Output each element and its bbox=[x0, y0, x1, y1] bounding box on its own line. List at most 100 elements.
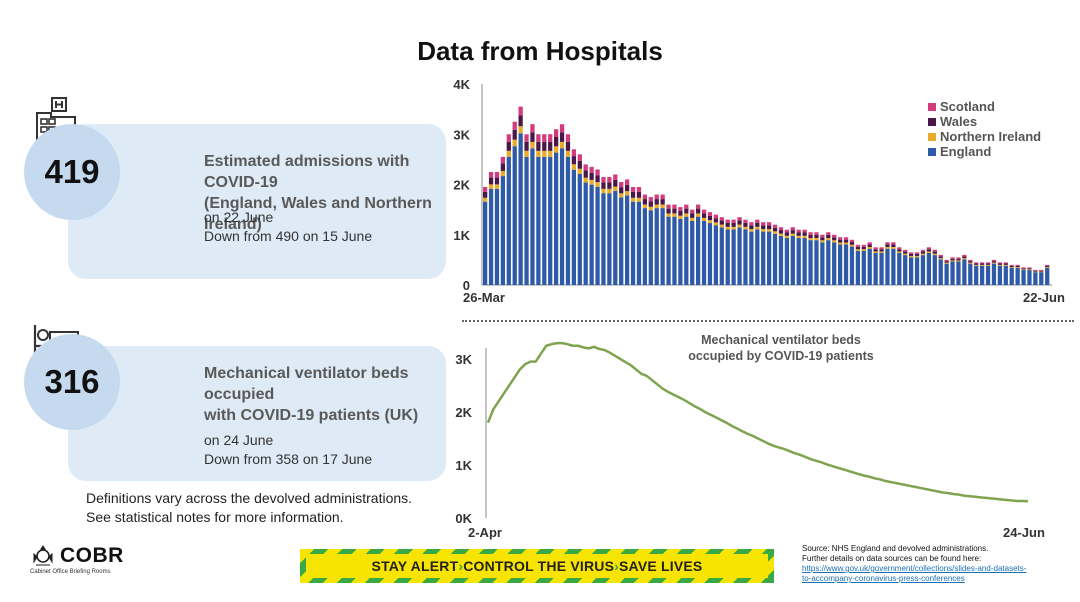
bar-ni-segment bbox=[554, 146, 559, 153]
bar-england-segment bbox=[885, 248, 890, 285]
bar-wales-segment bbox=[512, 129, 517, 140]
bar-wales-segment bbox=[642, 199, 648, 205]
legend-scotland: Scotland bbox=[940, 99, 995, 114]
bar-england-segment bbox=[530, 148, 535, 285]
bar-ni-segment bbox=[601, 188, 606, 194]
bar-england-segment bbox=[808, 240, 813, 285]
bar-ni-segment bbox=[950, 260, 955, 262]
bar-scotland-segment bbox=[820, 234, 825, 238]
bar-england-segment bbox=[867, 248, 872, 285]
bar-wales-segment bbox=[660, 199, 665, 205]
bar-ni-segment bbox=[867, 246, 872, 249]
bar-england-segment bbox=[968, 263, 973, 285]
bar-ni-segment bbox=[548, 150, 553, 157]
bar-scotland-segment bbox=[601, 176, 606, 183]
bar-england-segment bbox=[660, 208, 665, 285]
line-y-tick-label: 1K bbox=[455, 458, 472, 473]
bar-wales-segment bbox=[855, 246, 861, 250]
bar-ni-segment bbox=[737, 224, 742, 228]
bar-scotland-segment bbox=[524, 134, 529, 142]
bar-england-segment bbox=[761, 231, 766, 285]
bar-ni-segment bbox=[891, 246, 896, 249]
bar-ni-segment bbox=[542, 150, 547, 157]
bar-legend: Scotland Wales Northern Ireland England bbox=[928, 99, 1041, 159]
bar-wales-segment bbox=[873, 249, 878, 252]
bar-ni-segment bbox=[968, 262, 973, 264]
bar-ni-segment bbox=[660, 204, 665, 209]
bar-wales-segment bbox=[648, 201, 653, 207]
bar-ni-segment bbox=[962, 258, 967, 260]
ventilator-detail: on 24 June Down from 358 on 17 June bbox=[204, 432, 373, 467]
bar-wales-segment bbox=[749, 225, 754, 230]
bar-ni-segment bbox=[909, 255, 914, 258]
bar-wales-segment bbox=[713, 218, 719, 223]
bar-wales-segment bbox=[784, 232, 790, 236]
bar-england-segment bbox=[956, 261, 961, 285]
bar-england-segment bbox=[707, 223, 713, 285]
bar-england-segment bbox=[613, 191, 618, 285]
bar-scotland-segment bbox=[684, 204, 689, 209]
bar-ni-segment bbox=[583, 177, 588, 183]
bar-england-segment bbox=[625, 195, 630, 285]
bar-ni-segment bbox=[690, 217, 695, 221]
page-title: Data from Hospitals bbox=[417, 36, 663, 66]
bar-ni-segment bbox=[985, 264, 991, 266]
bar-ni-segment bbox=[885, 246, 890, 249]
bar-x-end-label: 22-Jun bbox=[1023, 290, 1065, 305]
bar-scotland-segment bbox=[849, 239, 855, 243]
bar-england-segment bbox=[790, 235, 795, 285]
bar-england-segment bbox=[843, 244, 849, 285]
bar-wales-segment bbox=[690, 213, 695, 218]
bar-england-segment bbox=[796, 238, 801, 285]
bar-scotland-segment bbox=[914, 252, 920, 254]
bar-wales-segment bbox=[879, 249, 884, 252]
bar-scotland-segment bbox=[778, 227, 784, 231]
bar-wales-segment bbox=[577, 160, 582, 169]
bar-england-segment bbox=[648, 210, 653, 285]
bar-ni-segment bbox=[577, 168, 582, 174]
bar-scotland-segment bbox=[885, 242, 890, 245]
source-link[interactable]: https://www.gov.uk/government/collection… bbox=[802, 564, 1027, 583]
bar-england-segment bbox=[814, 240, 819, 285]
bar-wales-segment bbox=[849, 242, 855, 245]
bar-ni-segment bbox=[595, 182, 600, 187]
bar-scotland-segment bbox=[488, 171, 494, 178]
bar-wales-segment bbox=[636, 191, 642, 198]
bar-ni-segment bbox=[926, 251, 932, 253]
bar-ni-segment bbox=[589, 179, 594, 185]
bar-england-segment bbox=[524, 156, 529, 285]
bar-scotland-segment bbox=[814, 232, 819, 235]
source-note: Source: NHS England and devolved adminis… bbox=[802, 544, 1072, 584]
bar-england-segment bbox=[483, 201, 488, 285]
bar-scotland-segment bbox=[867, 242, 872, 245]
bar-wales-segment bbox=[790, 230, 795, 234]
bar-england-segment bbox=[985, 265, 991, 285]
bar-wales-segment bbox=[666, 208, 671, 214]
bar-england-segment bbox=[536, 156, 541, 285]
bar-y-tick-label: 2K bbox=[453, 178, 470, 193]
bar-wales-segment bbox=[530, 132, 535, 142]
legend-swatch-scotland bbox=[928, 103, 936, 111]
ventilator-label: Mechanical ventilator beds occupied with… bbox=[204, 365, 419, 424]
bar-ni-segment bbox=[761, 229, 766, 232]
bar-wales-segment bbox=[974, 263, 979, 265]
bar-y-tick-label: 0 bbox=[463, 278, 470, 293]
bar-england-segment bbox=[997, 265, 1003, 285]
bar-ni-segment bbox=[1021, 269, 1026, 271]
bar-england-segment bbox=[595, 186, 600, 285]
bar-scotland-segment bbox=[891, 242, 896, 245]
bar-england-segment bbox=[778, 235, 784, 285]
bar-scotland-segment bbox=[743, 219, 748, 223]
bar-england-segment bbox=[1009, 267, 1014, 285]
bar-ni-segment bbox=[956, 260, 961, 262]
bar-scotland-segment bbox=[772, 224, 778, 228]
bar-ni-segment bbox=[666, 213, 671, 217]
bar-scotland-segment bbox=[1045, 264, 1050, 266]
bar-scotland-segment bbox=[512, 121, 517, 130]
bar-wales-segment bbox=[672, 208, 677, 214]
bar-england-segment bbox=[672, 216, 677, 285]
bar-england-segment bbox=[630, 201, 636, 285]
legend-ni: Northern Ireland bbox=[940, 129, 1041, 144]
bar-ni-segment bbox=[571, 164, 577, 170]
bar-wales-segment bbox=[820, 237, 825, 241]
